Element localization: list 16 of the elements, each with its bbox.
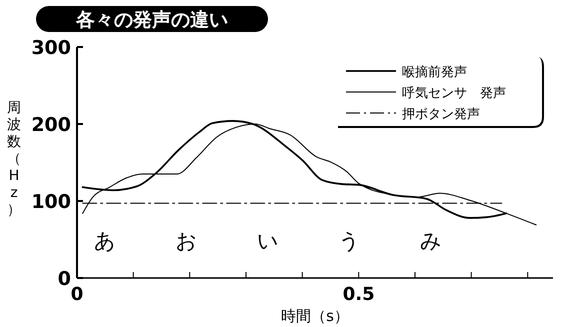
annotation: い — [257, 229, 279, 253]
annotation: み — [420, 229, 442, 253]
annotation: う — [338, 229, 360, 253]
y-tick-label: 200 — [31, 114, 71, 136]
x-tick-label: 0.5 — [342, 284, 375, 305]
annotation: あ — [94, 229, 116, 253]
legend-label: 喉摘前発声 — [402, 65, 467, 80]
legend-label: 押ボタン発声 — [402, 107, 480, 122]
legend-label: 呼気センサ 発声 — [402, 86, 506, 101]
y-tick-label: 0 — [58, 268, 71, 290]
y-tick-label: 300 — [31, 37, 71, 59]
y-tick-label: 100 — [31, 191, 71, 213]
chart-title: 各々の発声の違い — [75, 9, 228, 31]
y-axis-title: 周波数（Hz） — [7, 100, 21, 218]
annotation: お — [176, 229, 198, 253]
x-axis-title: 時間（s） — [281, 307, 349, 325]
